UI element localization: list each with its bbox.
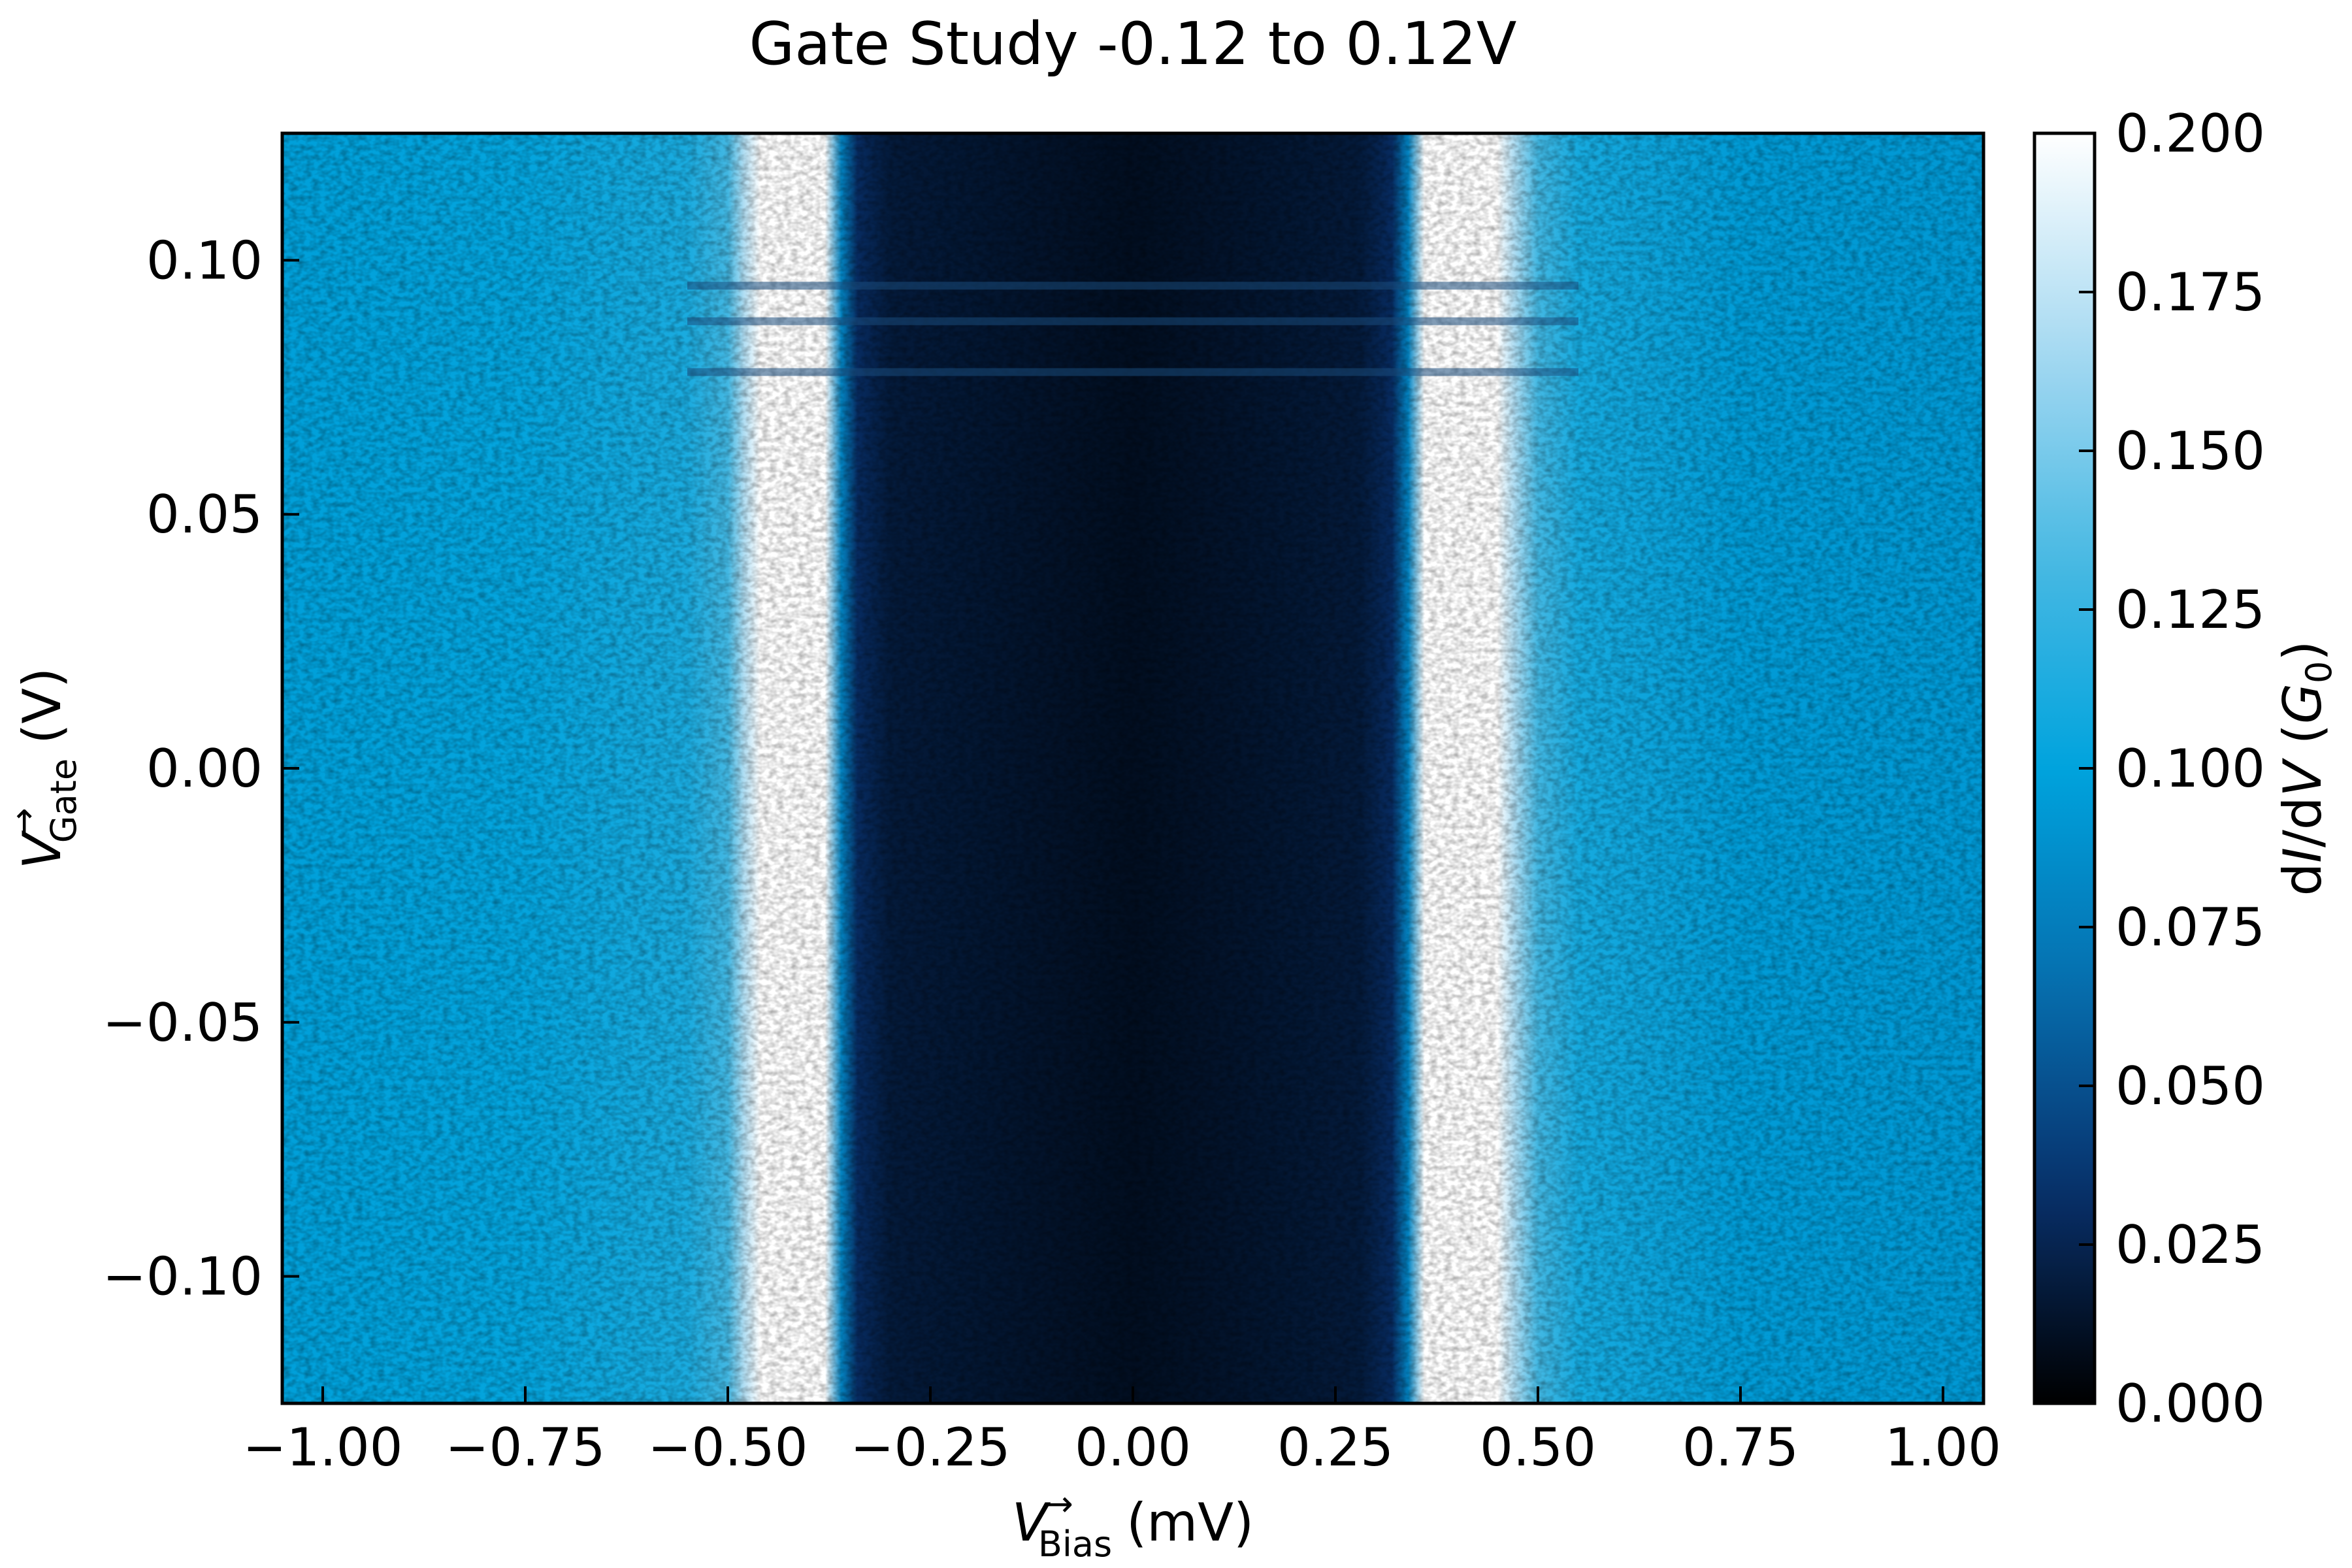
colorbar-label-d1: d [2272,863,2333,896]
colorbar-tick-label: 0.000 [2115,1373,2265,1434]
x-tick-label: 1.00 [1885,1417,2001,1478]
x-tick-label: 0.00 [1075,1417,1191,1478]
colorbar-tick-label: 0.075 [2115,897,2265,958]
colorbar-label-open: ( [2272,724,2333,761]
y-tick-label: 0.05 [146,484,263,545]
x-tick-label: −0.75 [445,1417,605,1478]
x-label-arrow: → [1044,1483,1073,1524]
y-label-unit: (V) [12,668,73,744]
y-axis-label: V→Gate (V) [3,668,84,869]
colorbar-ticks: 0.000 0.025 0.050 0.075 0.100 0.125 0.150 0.175… [2079,103,2265,1434]
streak-line [687,368,1578,376]
colorbar-label: dI/dV (G0) [2272,640,2340,896]
x-tick-label: −1.00 [242,1417,402,1478]
heatmap-noise-texture [282,133,1984,1403]
colorbar-label-g-subscript: 0 [2298,661,2340,683]
colorbar-label-close: ) [2272,640,2333,661]
colorbar-tick-label: 0.025 [2115,1215,2265,1275]
colorbar-label-g: G [2272,683,2333,724]
x-tick-label: 0.25 [1277,1417,1394,1478]
colorbar-label-i: I [2272,847,2333,863]
y-label-symbol: V [12,830,73,869]
x-axis-label: V→ Bias (mV) [1012,1483,1254,1565]
y-tick-label: 0.00 [146,738,263,799]
colorbar-tick-label: 0.125 [2115,580,2265,640]
heatmap-streaks [687,282,1578,376]
colorbar-tick-label: 0.100 [2115,738,2265,799]
x-tick-label: −0.50 [647,1417,808,1478]
y-label-subscript: Gate [43,759,84,843]
y-tick-label: −0.05 [103,992,263,1053]
x-label-unit: (mV) [1126,1492,1254,1553]
chart-title: Gate Study -0.12 to 0.12V [749,10,1516,78]
y-tick-label: −0.10 [103,1247,263,1307]
x-label-subscript: Bias [1038,1524,1112,1565]
colorbar-tick-label: 0.200 [2115,103,2265,164]
x-label-symbol: V [1012,1492,1051,1553]
colorbar-tick-label: 0.050 [2115,1056,2265,1117]
streak-line [687,317,1578,325]
x-tick-label: −0.25 [850,1417,1010,1478]
x-tick-label: 0.50 [1480,1417,1596,1478]
y-label-arrow: → [3,808,44,837]
colorbar-tick-label: 0.175 [2115,262,2265,323]
x-axis: −1.00 −0.75 −0.50 −0.25 0.00 0.25 0.50 0.75 1.00 [242,1386,2001,1478]
y-tick-label: 0.10 [146,230,263,291]
streak-line [687,282,1578,290]
x-tick-label: 0.75 [1682,1417,1799,1478]
colorbar-tick-label: 0.150 [2115,421,2265,482]
heatmap-area [282,133,1984,1403]
colorbar-label-v: V [2272,757,2333,796]
y-axis: −0.10 −0.05 0.00 0.05 0.10 [103,230,299,1307]
colorbar-label-d2: /d [2272,796,2333,847]
